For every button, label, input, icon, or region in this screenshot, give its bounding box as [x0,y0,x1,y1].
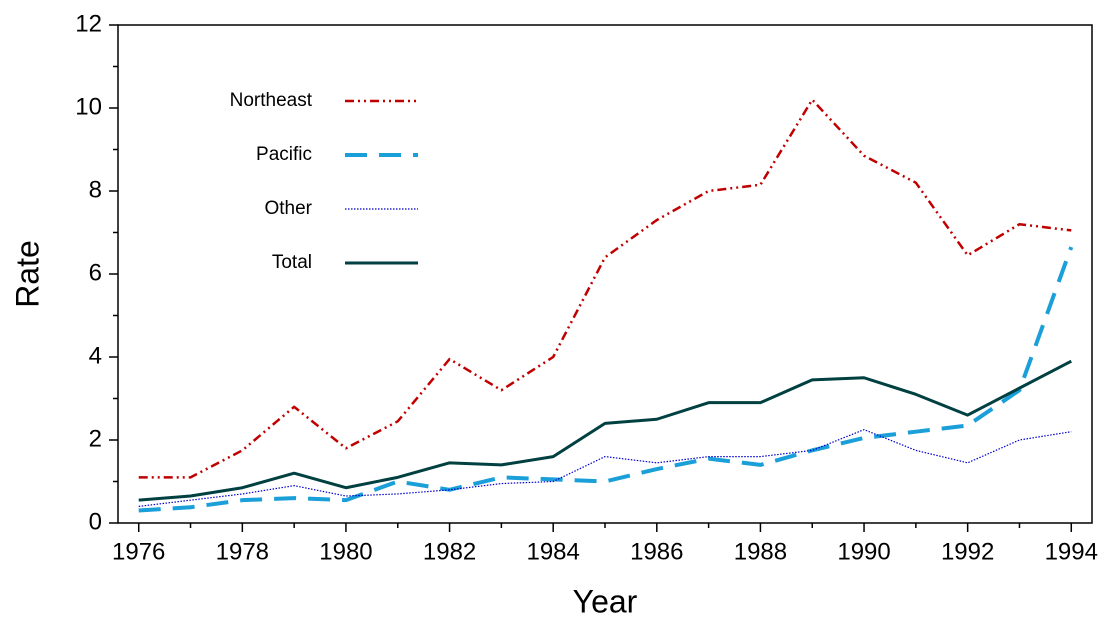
x-tick-label: 1980 [319,538,372,565]
y-tick-label: 10 [75,93,102,120]
legend-label: Other [264,198,312,219]
x-tick-label: 1984 [526,538,579,565]
x-tick-label: 1976 [112,538,165,565]
y-tick-label: 0 [89,508,102,535]
x-tick-label: 1986 [630,538,683,565]
line-series [138,429,1072,507]
x-tick-label: 1988 [734,538,787,565]
y-tick-label: 2 [89,425,102,452]
x-tick-label: 1990 [837,538,890,565]
x-tick-label: 1994 [1045,538,1098,565]
line-series [138,246,1074,513]
x-axis-title: Year [573,583,638,619]
legend-label: Northeast [230,90,313,111]
y-tick-label: 4 [89,342,102,369]
legend-label: Pacific [256,144,312,165]
y-tick-label: 12 [75,10,102,37]
x-tick-label: 1982 [423,538,476,565]
legend-label: Total [272,252,312,273]
y-tick-label: 6 [89,259,102,286]
x-tick-label: 1978 [216,538,269,565]
x-tick-label: 1992 [941,538,994,565]
line-series [138,98,1072,479]
line-series [138,359,1072,502]
y-axis-title: Rate [9,240,45,308]
y-tick-label: 8 [89,176,102,203]
